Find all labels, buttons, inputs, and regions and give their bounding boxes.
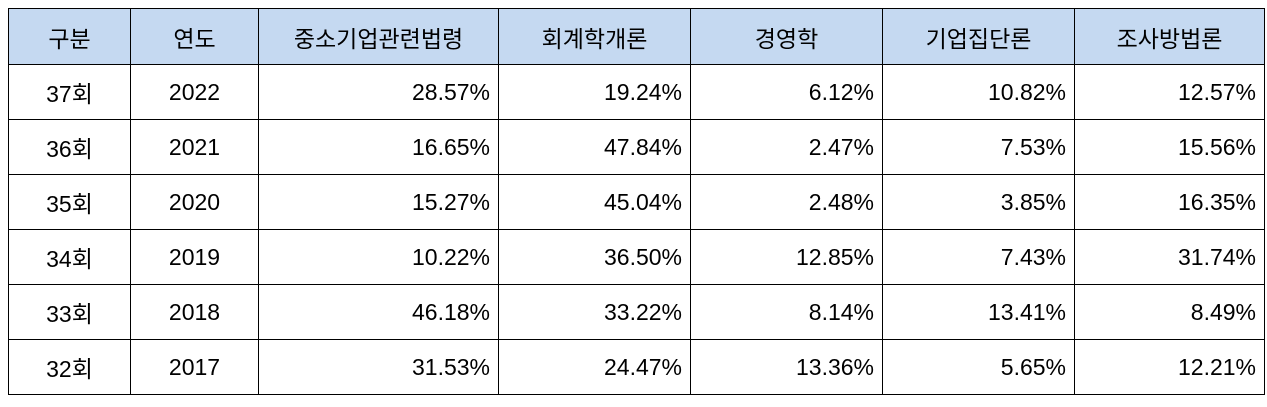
header-cell: 연도	[130, 8, 259, 65]
table-cell: 2022	[130, 64, 259, 120]
header-cell: 회계학개론	[498, 8, 691, 65]
table-row: 35회 2020 15.27% 45.04% 2.48% 3.85% 16.35%	[8, 174, 1265, 230]
table-cell: 33.22%	[498, 284, 691, 340]
table-cell: 5.65%	[882, 339, 1075, 395]
table-cell: 24.47%	[498, 339, 691, 395]
table-body: 37회 2022 28.57% 19.24% 6.12% 10.82% 12.57% 36회 2…	[8, 64, 1265, 395]
table-cell: 34회	[8, 229, 131, 285]
table-cell: 19.24%	[498, 64, 691, 120]
table-cell: 7.43%	[882, 229, 1075, 285]
table-cell: 36회	[8, 119, 131, 175]
table-cell: 2018	[130, 284, 259, 340]
table-cell: 35회	[8, 174, 131, 230]
table-cell: 12.57%	[1074, 64, 1265, 120]
header-row: 구분 연도 중소기업관련법령 회계학개론 경영학 기업집단론 조사방법론	[8, 8, 1265, 65]
table-cell: 3.85%	[882, 174, 1075, 230]
table-cell: 8.49%	[1074, 284, 1265, 340]
table-cell: 31.74%	[1074, 229, 1265, 285]
table-cell: 2019	[130, 229, 259, 285]
table-cell: 45.04%	[498, 174, 691, 230]
table-cell: 8.14%	[690, 284, 883, 340]
table-cell: 28.57%	[258, 64, 499, 120]
table-cell: 32회	[8, 339, 131, 395]
table-cell: 2017	[130, 339, 259, 395]
table-cell: 7.53%	[882, 119, 1075, 175]
table-cell: 15.27%	[258, 174, 499, 230]
table-cell: 47.84%	[498, 119, 691, 175]
table-cell: 15.56%	[1074, 119, 1265, 175]
table-cell: 2.47%	[690, 119, 883, 175]
table-cell: 16.65%	[258, 119, 499, 175]
table-row: 36회 2021 16.65% 47.84% 2.47% 7.53% 15.56%	[8, 119, 1265, 175]
table-cell: 2020	[130, 174, 259, 230]
table-head: 구분 연도 중소기업관련법령 회계학개론 경영학 기업집단론 조사방법론	[8, 8, 1265, 65]
table-cell: 10.22%	[258, 229, 499, 285]
table-cell: 37회	[8, 64, 131, 120]
table-cell: 46.18%	[258, 284, 499, 340]
table-cell: 12.21%	[1074, 339, 1265, 395]
table-cell: 33회	[8, 284, 131, 340]
table-row: 33회 2018 46.18% 33.22% 8.14% 13.41% 8.49%	[8, 284, 1265, 340]
table-row: 34회 2019 10.22% 36.50% 12.85% 7.43% 31.74%	[8, 229, 1265, 285]
table-cell: 36.50%	[498, 229, 691, 285]
table-cell: 10.82%	[882, 64, 1075, 120]
table-row: 32회 2017 31.53% 24.47% 13.36% 5.65% 12.21%	[8, 339, 1265, 395]
header-cell: 조사방법론	[1074, 8, 1265, 65]
table-cell: 12.85%	[690, 229, 883, 285]
table-cell: 13.41%	[882, 284, 1075, 340]
header-cell: 중소기업관련법령	[258, 8, 499, 65]
header-cell: 구분	[8, 8, 131, 65]
table-cell: 31.53%	[258, 339, 499, 395]
table-cell: 2021	[130, 119, 259, 175]
header-cell: 경영학	[690, 8, 883, 65]
table-row: 37회 2022 28.57% 19.24% 6.12% 10.82% 12.57%	[8, 64, 1265, 120]
table-cell: 6.12%	[690, 64, 883, 120]
table-cell: 16.35%	[1074, 174, 1265, 230]
table-cell: 13.36%	[690, 339, 883, 395]
data-table: 구분 연도 중소기업관련법령 회계학개론 경영학 기업집단론 조사방법론 37회 2022 28…	[8, 8, 1265, 395]
header-cell: 기업집단론	[882, 8, 1075, 65]
table-cell: 2.48%	[690, 174, 883, 230]
